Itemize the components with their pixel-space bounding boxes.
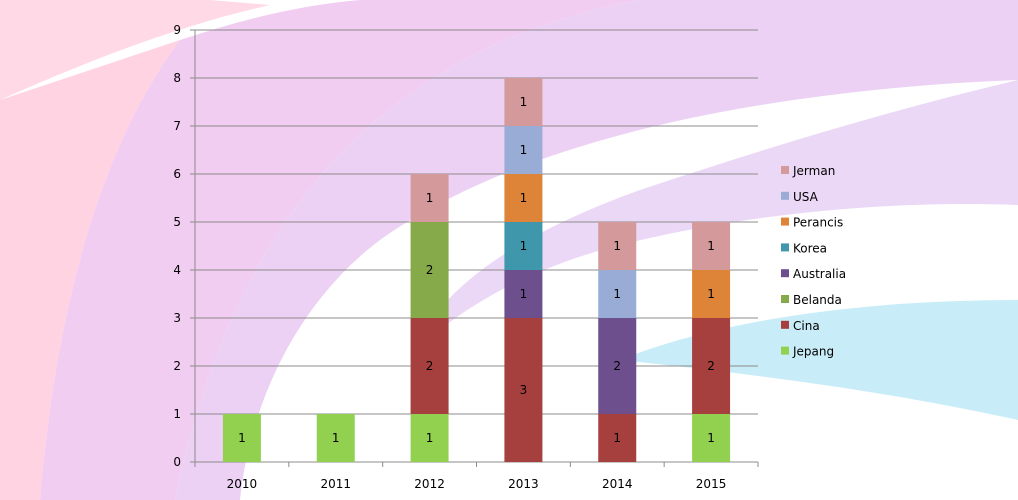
y-tick-label: 1 [173,407,181,421]
legend-label-belanda: Belanda [793,293,842,307]
y-tick-label: 4 [173,263,181,277]
y-tick-label: 2 [173,359,181,373]
y-tick-label: 0 [173,455,181,469]
y-tick-label: 3 [173,311,181,325]
data-label: 1 [707,239,715,253]
data-label: 1 [520,287,528,301]
axes [190,29,759,467]
legend-label-jepang: Jepang [792,345,834,359]
bar-segment-belanda [410,222,449,318]
legend-swatch-perancis [781,217,789,226]
bar-segment-perancis [692,270,731,318]
bar-segment-jerman [504,78,543,126]
bar-segment-jerman [692,222,731,270]
y-tick-label: 5 [173,215,181,229]
legend-label-perancis: Perancis [793,216,843,230]
data-label: 1 [707,431,715,445]
data-label: 1 [426,191,434,205]
y-tick-label: 6 [173,167,181,181]
bar-segment-australia [598,318,637,414]
bar-segment-jepang [692,414,731,462]
data-label: 1 [707,287,715,301]
bar-segment-australia [504,270,543,318]
legend-swatch-jepang [781,346,789,355]
legend-label-cina: Cina [793,319,820,333]
data-label: 3 [520,383,528,397]
bar-segment-jepang [222,414,261,462]
data-label: 2 [426,263,434,277]
legend-swatch-belanda [781,295,789,303]
data-label: 1 [520,191,528,205]
bar-segment-perancis [504,174,543,222]
x-tick-label: 2012 [414,477,445,491]
data-label: 2 [613,359,621,373]
bars [222,78,731,462]
data-labels: 1 1 1 2 2 1 3 1 1 1 1 1 1 2 1 1 1 2 1 1 [238,95,715,445]
legend: Jerman USA Perancis Korea Australia Belanda Ci… [781,164,846,359]
data-label: 2 [707,359,715,373]
legend-label-australia: Australia [793,267,846,281]
x-tick-label: 2014 [602,477,633,491]
legend-label-korea: Korea [793,241,827,255]
bar-segment-cina [692,318,731,414]
data-label: 1 [613,239,621,253]
bar-segment-cina [598,414,637,462]
bar-segment-korea [504,222,543,270]
gridlines [195,29,758,415]
x-tick-label: 2010 [227,477,258,491]
legend-label-usa: USA [793,190,819,204]
data-label: 1 [520,239,528,253]
bar-segment-cina [410,318,449,414]
data-label: 1 [520,143,528,157]
data-label: 1 [520,95,528,109]
y-tick-label: 9 [173,23,181,37]
bar-segment-cina [504,318,543,462]
legend-swatch-korea [781,243,789,252]
x-tick-label: 2015 [696,477,727,491]
legend-swatch-jerman [781,166,789,174]
y-tick-label: 7 [173,119,181,133]
legend-label-jerman: Jerman [792,164,835,178]
bar-segment-jepang [410,414,449,462]
bar-segment-jepang [316,414,355,462]
legend-swatch-usa [781,191,789,200]
x-tick-label: 2011 [320,477,351,491]
y-tick-label: 8 [173,71,181,85]
data-label: 1 [426,431,434,445]
legend-swatch-australia [781,269,789,278]
bar-segment-jerman [598,222,637,270]
data-label: 1 [613,287,621,301]
bar-segment-jerman [410,174,449,222]
data-label: 1 [332,431,340,445]
x-tick-label: 2013 [508,477,539,491]
data-label: 2 [426,359,434,373]
tick-labels: 0 1 2 3 4 5 6 7 8 9 2010 2011 2012 2013 2014 2015 [173,23,726,491]
bar-segment-usa [504,126,543,174]
data-label: 1 [238,431,246,445]
data-label: 1 [613,431,621,445]
legend-swatch-cina [781,320,789,329]
bar-segment-usa [598,270,637,318]
